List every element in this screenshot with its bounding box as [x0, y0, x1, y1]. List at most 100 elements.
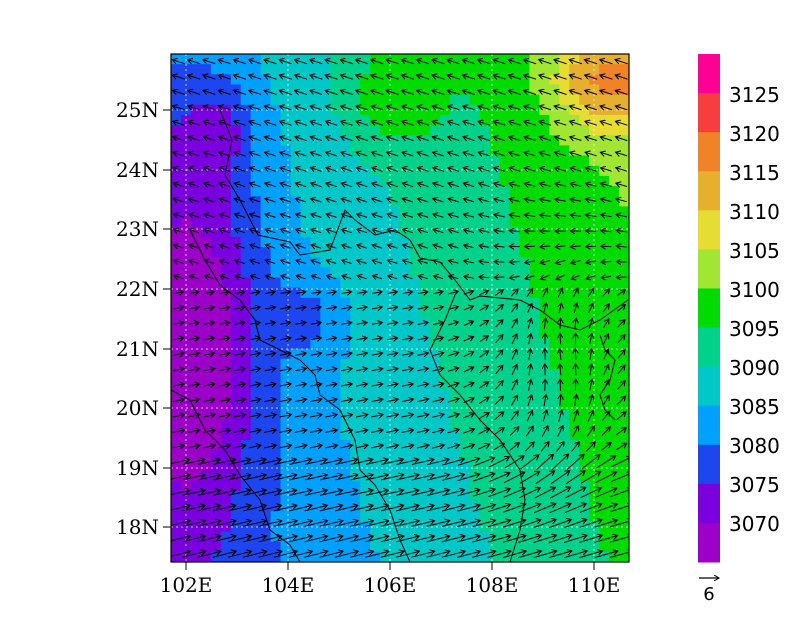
field-cell	[230, 277, 242, 289]
field-cell	[469, 145, 481, 157]
wind-vector	[504, 456, 524, 469]
field-cell	[459, 94, 471, 106]
field-cell	[250, 186, 262, 197]
field-cell	[260, 54, 272, 65]
wind-vector	[174, 276, 184, 279]
field-cell	[180, 287, 192, 299]
field-cell	[529, 247, 540, 258]
field-cell	[609, 409, 620, 421]
field-cell	[469, 155, 481, 167]
field-cell	[509, 368, 521, 380]
field-cell	[489, 206, 501, 218]
wind-vector	[371, 415, 383, 418]
wind-vector	[417, 90, 430, 95]
field-cell	[300, 125, 311, 136]
field-cell	[409, 368, 421, 380]
colorbar-swatch	[698, 132, 720, 172]
field-cell	[419, 399, 431, 411]
field-cell	[190, 480, 202, 492]
colorbar-label: 3080	[729, 434, 780, 458]
wind-vector	[279, 430, 292, 433]
field-cell	[519, 480, 531, 492]
wind-vector	[340, 430, 353, 433]
field-cell	[270, 267, 282, 279]
field-cell	[320, 175, 331, 187]
wind-vector	[279, 415, 292, 418]
field-cell	[330, 206, 341, 218]
field-cell	[400, 74, 411, 86]
wind-vector	[243, 505, 267, 512]
field-cell	[310, 94, 321, 106]
field-cell	[509, 277, 521, 289]
wind-vector	[508, 90, 521, 95]
wind-vector	[616, 137, 628, 141]
wind-vector	[173, 292, 184, 294]
wind-vector	[479, 351, 489, 358]
field-cell	[609, 521, 620, 533]
field-cell	[200, 236, 212, 248]
wind-vector	[560, 318, 561, 329]
field-cell	[619, 399, 629, 411]
wind-vector	[442, 474, 464, 481]
field-cell	[200, 226, 212, 238]
field-cell	[290, 186, 302, 197]
wind-vector	[264, 369, 276, 371]
wind-vector	[616, 199, 627, 202]
field-cell	[350, 338, 361, 350]
wind-vector	[197, 521, 221, 527]
field-cell	[449, 175, 461, 187]
field-cell	[519, 247, 531, 258]
wind-vector	[402, 338, 413, 340]
wind-vector	[432, 384, 444, 387]
field-cell	[360, 114, 371, 126]
field-cell	[609, 104, 620, 116]
field-cell	[479, 450, 491, 461]
field-cell	[599, 125, 610, 136]
field-cell	[499, 206, 511, 218]
field-cell	[459, 226, 471, 238]
field-cell	[260, 368, 272, 380]
wind-vector	[503, 488, 525, 498]
wind-vector	[197, 551, 221, 558]
field-cell	[240, 196, 252, 207]
field-cell	[579, 480, 590, 492]
field-cell	[171, 531, 182, 543]
field-cell	[330, 501, 341, 512]
field-cell	[220, 74, 232, 86]
field-cell	[200, 541, 212, 553]
field-cell	[320, 206, 331, 218]
wind-vector	[441, 490, 465, 497]
field-cell	[419, 84, 431, 96]
wind-vector	[401, 430, 414, 433]
field-cell	[569, 297, 580, 309]
field-cell	[390, 216, 401, 228]
wind-vector	[585, 183, 597, 186]
wind-vector	[478, 413, 490, 420]
field-cell	[270, 318, 282, 329]
wind-vector	[396, 490, 419, 496]
field-cell	[579, 419, 590, 431]
wind-vector	[396, 459, 419, 465]
field-cell	[340, 186, 351, 197]
wind-vector	[204, 260, 215, 263]
field-cell	[350, 480, 361, 492]
field-cell	[599, 74, 610, 86]
wind-vector	[234, 90, 247, 95]
lon-tick-label: 102E	[160, 573, 213, 597]
field-cell	[599, 186, 610, 197]
wind-vector	[173, 137, 185, 141]
field-cell	[459, 84, 471, 96]
wind-vector	[280, 307, 290, 309]
field-cell	[310, 64, 321, 75]
field-cell	[280, 419, 292, 431]
field-cell	[200, 216, 212, 228]
field-cell	[499, 267, 511, 279]
field-cell	[200, 480, 212, 492]
wind-vector	[417, 368, 428, 371]
wind-vector	[204, 199, 215, 203]
wind-vector	[372, 214, 383, 218]
field-cell	[549, 74, 560, 86]
field-cell	[250, 125, 262, 136]
field-cell	[200, 125, 212, 136]
